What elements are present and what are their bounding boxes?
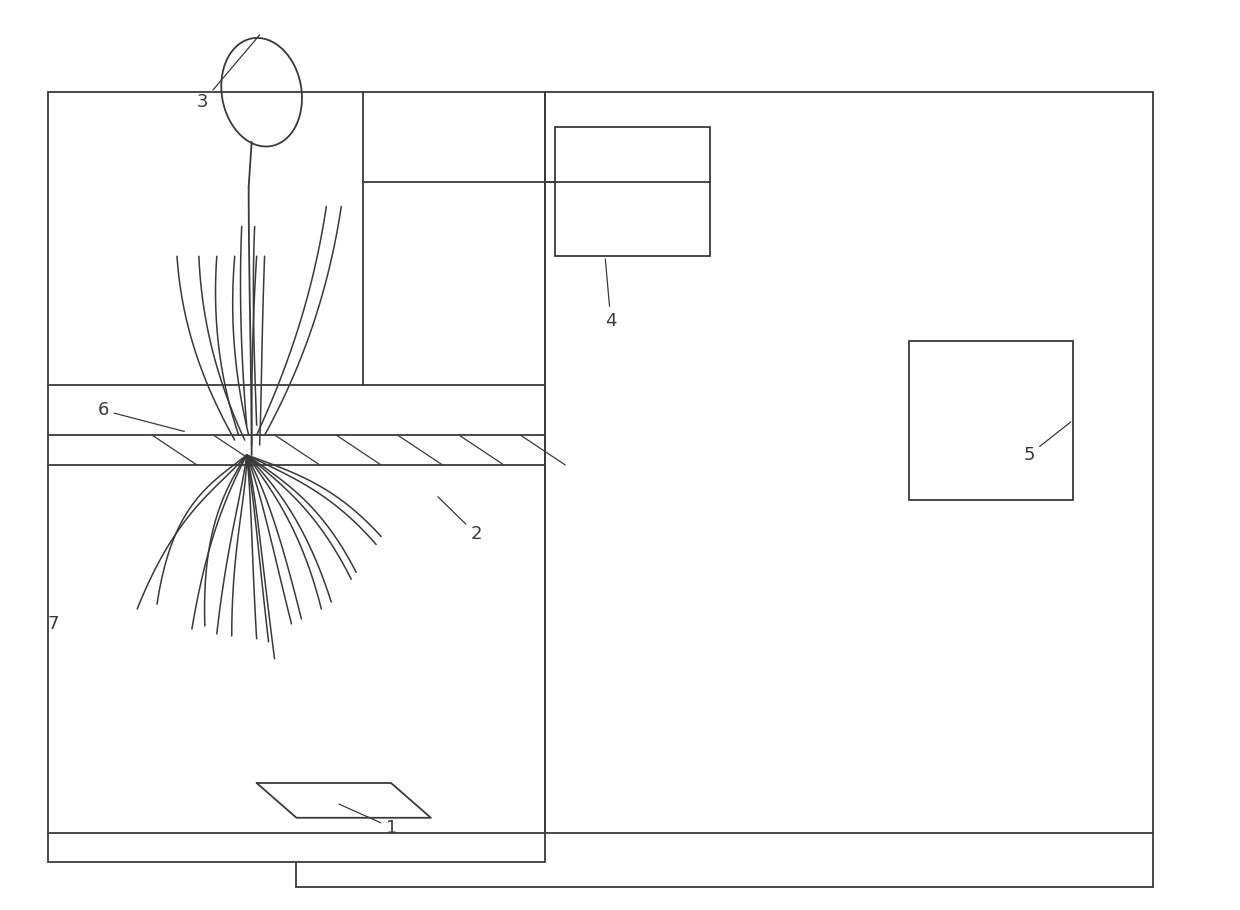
Bar	[909, 340, 1073, 500]
Text: 1: 1	[339, 804, 398, 836]
Bar	[556, 127, 709, 257]
Text: 4: 4	[605, 259, 616, 329]
Bar	[47, 92, 546, 863]
Text: 2: 2	[438, 497, 482, 543]
Bar	[546, 92, 1153, 833]
Text: 5: 5	[1023, 422, 1071, 464]
Text: 3: 3	[197, 35, 260, 111]
Text: 6: 6	[98, 401, 185, 431]
Text: 7: 7	[47, 615, 60, 633]
